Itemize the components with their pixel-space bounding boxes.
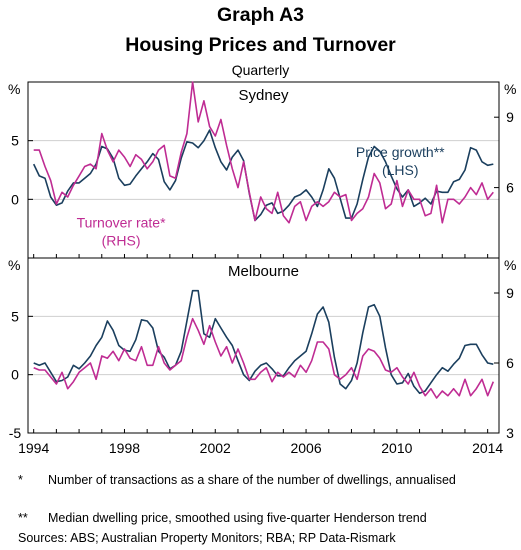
y-tick-label-left: 0	[11, 367, 19, 383]
series-label-turnover-rate: Turnover rate*	[77, 214, 167, 230]
series-line-turnover-rate	[33, 317, 495, 399]
series-line-price-growth	[32, 129, 494, 222]
footnote-mark: *	[18, 473, 23, 487]
chart-title: Housing Prices and Turnover	[125, 34, 396, 56]
series-label-price-growth: Price growth**	[356, 144, 445, 160]
unit-label-left: %	[8, 81, 20, 97]
panel-melbourne: Melbourne% % -5 0 5 3 6 9 1994 1998 2002 2006 2010 20…	[8, 257, 516, 456]
y-tick-label-right: 3	[506, 425, 514, 441]
graph-id: Graph A3	[217, 4, 304, 26]
panel-title: Sydney	[238, 87, 289, 104]
unit-label-left: %	[8, 257, 20, 273]
x-tick-label: 1998	[109, 440, 140, 456]
y-tick-label-left: 0	[11, 191, 19, 207]
panel-frame	[27, 257, 500, 434]
y-tick-label-right: 6	[506, 355, 514, 371]
x-tick-label: 2002	[200, 440, 231, 456]
series-label-turnover-rate: (RHS)	[102, 232, 141, 248]
series-line-turnover-rate	[33, 81, 494, 224]
x-tick-label: 2006	[290, 440, 321, 456]
y-tick-label-right: 9	[506, 109, 514, 125]
x-tick-label: 2014	[472, 440, 503, 456]
y-tick-label-left: -5	[9, 425, 22, 441]
panel-title: Melbourne	[228, 263, 299, 280]
footnote-mark: **	[18, 511, 28, 525]
series-line-price-growth	[33, 289, 494, 395]
x-tick-label: 2010	[381, 440, 412, 456]
sources-note: Sources: ABS; Australian Property Monito…	[18, 530, 396, 546]
footnote-text: Number of transactions as a share of the…	[48, 473, 456, 487]
y-tick-label-left: 5	[11, 308, 19, 324]
series-label-price-growth: (LHS)	[382, 162, 419, 178]
y-tick-label-right: 6	[506, 180, 514, 196]
unit-label-right: %	[504, 81, 516, 97]
sources-text: Sources: ABS; Australian Property Monito…	[18, 531, 396, 545]
footnote-text: Median dwelling price, smoothed using fi…	[48, 511, 427, 525]
x-tick-label: 1994	[18, 440, 49, 456]
panel-frame	[27, 81, 500, 259]
chart-subtitle: Quarterly	[232, 62, 290, 78]
panel-sydney: Sydney% % 0 5 6 9 Price growth** (LHS) Turnover …	[8, 81, 516, 259]
y-tick-label-right: 9	[506, 285, 514, 301]
y-tick-label-left: 5	[11, 133, 19, 149]
unit-label-right: %	[504, 257, 516, 273]
